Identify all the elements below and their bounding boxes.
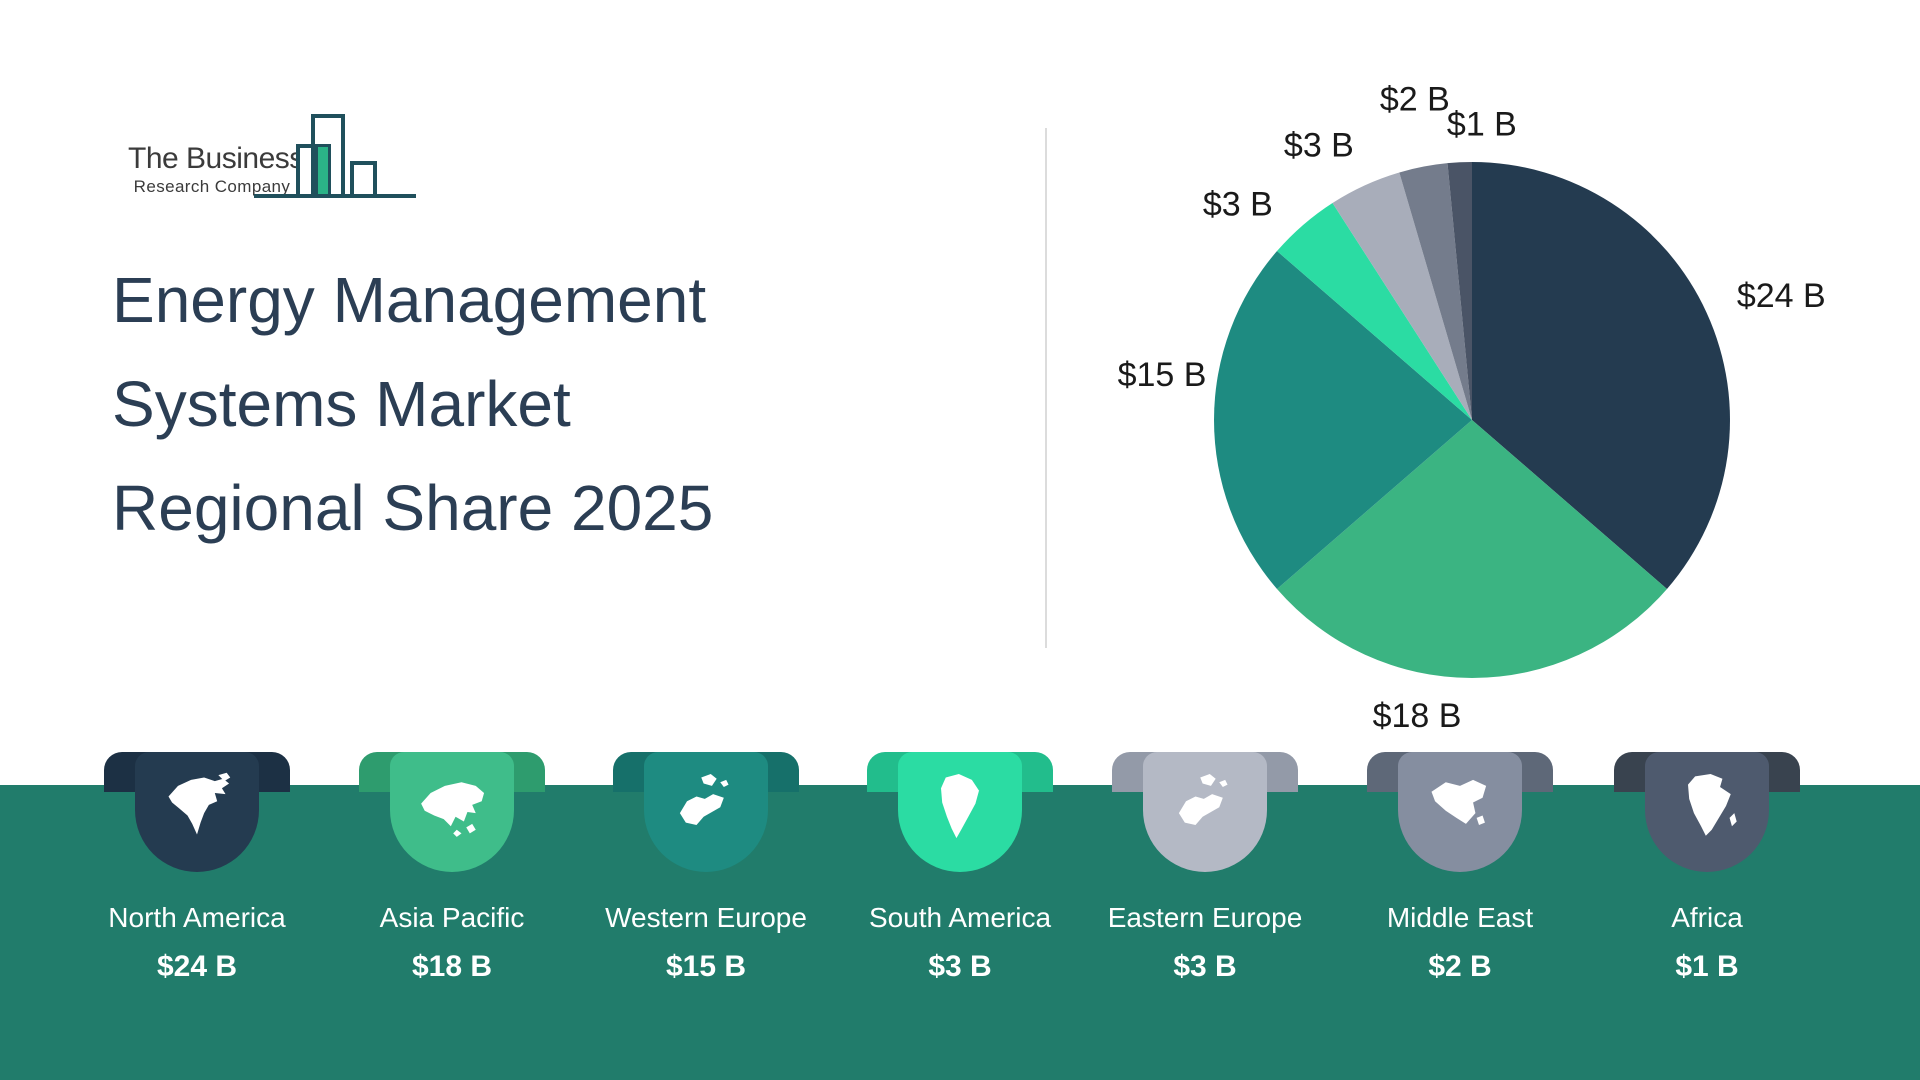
eastern-europe-map-icon: [1178, 773, 1228, 825]
logo-line2: Research Company: [133, 177, 291, 196]
pie-slice-south-america: [1277, 202, 1472, 420]
north-america-map-icon: [168, 772, 231, 835]
legend-region-name: Africa: [1671, 902, 1743, 933]
ribbon-front: [390, 752, 514, 872]
company-logo-text: The Business Research Company: [128, 142, 304, 197]
bar-chart-logo-icon: [254, 108, 416, 198]
pie-slice-western-europe: [1214, 251, 1472, 589]
legend-region-value: $3 B: [1173, 950, 1237, 983]
south-america-map-icon: [941, 773, 979, 839]
legend-region-value: $18 B: [411, 950, 493, 983]
logo-line1: The Business: [128, 142, 304, 175]
asia-pacific-map-icon: [421, 782, 485, 837]
legend-region-name: Western Europe: [605, 902, 807, 933]
page-title-line-1: Energy Management: [112, 264, 707, 336]
legend-item-south-america: South America $3 B: [865, 752, 1055, 992]
legend-item-north-america: North America $24 B: [102, 752, 292, 992]
legend-region-value: $1 B: [1675, 950, 1739, 983]
africa-map-icon: [1688, 773, 1737, 836]
page-title: Energy Management Systems Market Regiona…: [112, 248, 713, 560]
ribbon-front: [1645, 752, 1769, 872]
legend-item-africa: Africa $1 B: [1612, 752, 1802, 992]
legend-region-name: Middle East: [1386, 902, 1534, 933]
pie-value-label: $18 B: [1373, 697, 1462, 735]
page-title-line-2: Systems Market: [112, 368, 571, 440]
vertical-divider: [1045, 128, 1047, 648]
pie-slice-middle-east: [1399, 163, 1472, 421]
page-title-line-3: Regional Share 2025: [112, 472, 714, 544]
legend-region-value: $3 B: [928, 950, 992, 983]
legend-region-value: $2 B: [1428, 950, 1492, 983]
legend-item-western-europe: Western Europe $15 B: [605, 752, 807, 992]
pie-chart: $24 B $18 B $15 B $3 B $3 B $2 B $1 B: [1080, 60, 1890, 780]
middle-east-map-icon: [1431, 779, 1487, 825]
ribbon-front: [1143, 752, 1267, 872]
legend-region-name: North America: [108, 902, 286, 933]
pie-slice-africa: [1447, 162, 1472, 420]
pie-value-label: $24 B: [1737, 277, 1826, 315]
legend-item-middle-east: Middle East $2 B: [1365, 752, 1555, 992]
pie-value-label: $3 B: [1203, 186, 1273, 224]
ribbon-front: [1398, 752, 1522, 872]
pie-slice-asia-pacific: [1277, 420, 1667, 678]
legend-item-eastern-europe: Eastern Europe $3 B: [1108, 752, 1302, 992]
pie-slice-eastern-europe: [1332, 172, 1472, 420]
legend-item-asia-pacific: Asia Pacific $18 B: [357, 752, 547, 992]
ribbon-front: [135, 752, 259, 872]
ribbon-front: [898, 752, 1022, 872]
ribbon-front: [644, 752, 768, 872]
pie-value-label: $1 B: [1447, 105, 1517, 143]
pie-value-label: $2 B: [1380, 81, 1450, 119]
legend-region-value: $24 B: [156, 950, 238, 983]
logo-bar-outline-small-right: [350, 161, 377, 194]
legend-region-name: South America: [868, 902, 1052, 933]
legend-region-value: $15 B: [665, 950, 747, 983]
pie-value-label: $15 B: [1118, 356, 1207, 394]
western-europe-map-icon: [679, 773, 729, 825]
logo-bar-green: [315, 144, 331, 194]
pie-chart-svg: $24 B $18 B $15 B $3 B $3 B $2 B$1 B: [1118, 81, 1826, 735]
pie-value-label: $3 B: [1284, 127, 1354, 165]
pie-slice-north-america: [1472, 162, 1730, 589]
legend-region-name: Eastern Europe: [1107, 902, 1303, 933]
legend-region-name: Asia Pacific: [379, 902, 525, 933]
